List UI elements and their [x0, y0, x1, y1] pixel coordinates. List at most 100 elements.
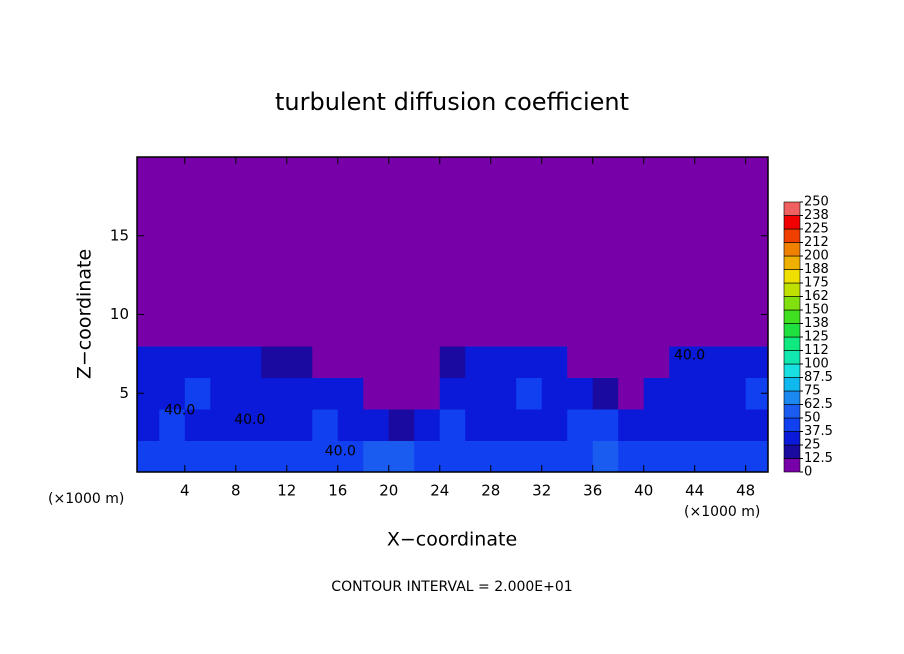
colorbar-tick-label: 138: [804, 316, 829, 331]
heatmap-cell: [669, 188, 696, 221]
heatmap-cell: [669, 377, 696, 410]
heatmap-cell: [439, 409, 466, 441]
heatmap-cell: [516, 283, 543, 315]
heatmap-cell: [388, 157, 415, 189]
heatmap-cell: [694, 220, 721, 252]
heatmap-cell: [592, 283, 619, 315]
heatmap: [137, 157, 768, 472]
heatmap-cell: [235, 220, 262, 252]
heatmap-cell: [337, 440, 364, 472]
heatmap-cell: [516, 314, 543, 347]
heatmap-cell: [439, 188, 466, 221]
heatmap-cell: [286, 314, 313, 347]
heatmap-cell: [618, 440, 645, 472]
heatmap-cell: [567, 157, 594, 189]
heatmap-cell: [516, 251, 543, 284]
heatmap-cell: [261, 377, 288, 410]
heatmap-cell: [363, 220, 390, 252]
y-axis-label: Z−coordinate: [74, 249, 96, 379]
heatmap-cell: [618, 220, 645, 252]
colorbar-tick-label: 212: [804, 235, 829, 250]
heatmap-cell: [541, 440, 568, 472]
heatmap-cell: [312, 409, 339, 441]
heatmap-cell: [439, 440, 466, 472]
heatmap-cell: [414, 440, 441, 472]
heatmap-cell: [592, 377, 619, 410]
heatmap-cell: [720, 251, 747, 284]
heatmap-cell: [567, 220, 594, 252]
heatmap-cell: [516, 409, 543, 441]
heatmap-cell: [337, 314, 364, 347]
heatmap-cell: [490, 251, 517, 284]
heatmap-cell: [210, 157, 237, 189]
colorbar-swatch: [783, 417, 801, 432]
heatmap-cell: [643, 188, 670, 221]
heatmap-cell: [745, 283, 768, 315]
heatmap-cell: [286, 188, 313, 221]
colorbar-tick-label: 50: [804, 411, 821, 426]
heatmap-cell: [363, 409, 390, 441]
colorbar-tick-label: 100: [804, 357, 829, 372]
heatmap-cell: [235, 251, 262, 284]
heatmap-cell: [286, 346, 313, 378]
heatmap-cell: [669, 346, 696, 378]
heatmap-cell: [745, 220, 768, 252]
heatmap-cell: [414, 188, 441, 221]
heatmap-cell: [745, 377, 768, 410]
heatmap-cell: [618, 251, 645, 284]
heatmap-cell: [235, 346, 262, 378]
heatmap-cell: [337, 188, 364, 221]
contour-label: 40.0: [164, 403, 195, 419]
heatmap-cell: [669, 314, 696, 347]
heatmap-cell: [592, 409, 619, 441]
heatmap-cell: [592, 440, 619, 472]
colorbar-swatch: [783, 336, 801, 351]
heatmap-cell: [694, 440, 721, 472]
heatmap-cell: [312, 251, 339, 284]
colorbar-tick-label: 87.5: [804, 370, 833, 385]
heatmap-cell: [286, 377, 313, 410]
heatmap-cell: [567, 251, 594, 284]
heatmap-cell: [465, 220, 492, 252]
heatmap-cell: [159, 251, 186, 284]
heatmap-cell: [592, 220, 619, 252]
heatmap-cell: [618, 346, 645, 378]
heatmap-cell: [137, 409, 160, 441]
colorbar-tick-label: 162: [804, 289, 829, 304]
heatmap-cell: [694, 314, 721, 347]
heatmap-cell: [516, 157, 543, 189]
heatmap-cell: [337, 377, 364, 410]
heatmap-cell: [363, 377, 390, 410]
heatmap-cell: [337, 283, 364, 315]
colorbar-swatch: [783, 282, 801, 297]
heatmap-cell: [643, 377, 670, 410]
heatmap-cell: [643, 251, 670, 284]
heatmap-cell: [388, 251, 415, 284]
x-tick-label: 12: [277, 482, 296, 500]
heatmap-cell: [618, 188, 645, 221]
colorbar-swatch: [783, 242, 801, 257]
heatmap-cell: [465, 409, 492, 441]
heatmap-cell: [388, 409, 415, 441]
heatmap-cell: [541, 409, 568, 441]
colorbar-tick-label: 112: [804, 343, 829, 358]
colorbar-swatch: [783, 269, 801, 284]
heatmap-cell: [210, 188, 237, 221]
heatmap-cell: [592, 314, 619, 347]
heatmap-cell: [137, 440, 160, 472]
heatmap-cell: [618, 314, 645, 347]
heatmap-cell: [465, 314, 492, 347]
heatmap-cell: [414, 157, 441, 189]
heatmap-cell: [439, 377, 466, 410]
heatmap-cell: [286, 220, 313, 252]
heatmap-cell: [388, 377, 415, 410]
heatmap-cell: [159, 157, 186, 189]
heatmap-cell: [159, 377, 186, 410]
heatmap-cell: [720, 220, 747, 252]
colorbar-tick-label: 250: [804, 195, 829, 210]
heatmap-cell: [490, 188, 517, 221]
heatmap-cell: [414, 251, 441, 284]
colorbar-tick-label: 225: [804, 222, 829, 237]
heatmap-cell: [286, 409, 313, 441]
colorbar-swatch: [783, 363, 801, 378]
